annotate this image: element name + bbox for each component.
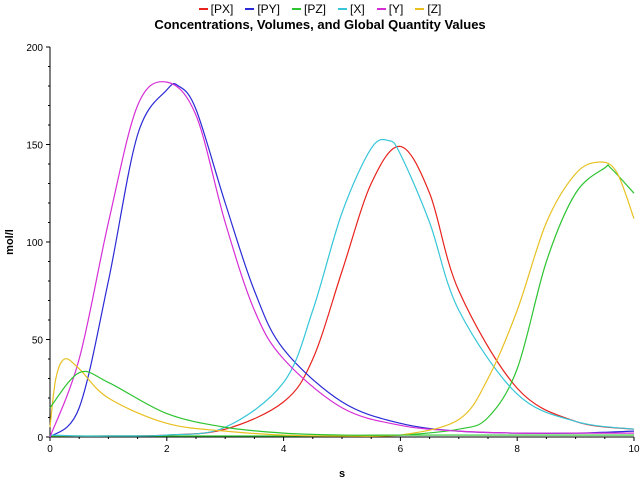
legend-swatch bbox=[292, 8, 301, 10]
legend-label: [PX] bbox=[210, 2, 234, 16]
chart-legend: [PX] [PY] [PZ] [X] [Y] [Z] bbox=[0, 1, 640, 17]
legend-item: [PX] bbox=[198, 1, 234, 17]
series-line bbox=[49, 138, 635, 437]
y-axis-label: mol/l bbox=[4, 229, 16, 255]
series-line bbox=[49, 370, 634, 436]
series-line bbox=[49, 161, 635, 437]
x-tick-label: 8 bbox=[514, 444, 520, 455]
legend-item: [Z] bbox=[415, 1, 441, 17]
legend-label: [PZ] bbox=[304, 2, 327, 16]
legend-item: [X] bbox=[338, 1, 365, 17]
series-line bbox=[49, 81, 634, 438]
legend-label: [PY] bbox=[257, 2, 280, 16]
legend-item: [Y] bbox=[376, 1, 404, 17]
chart-title: Concentrations, Volumes, and Global Quan… bbox=[154, 17, 486, 32]
legend-item: [PY] bbox=[245, 1, 280, 17]
legend-swatch bbox=[245, 8, 255, 10]
y-tick-label: 150 bbox=[26, 141, 43, 152]
x-tick-label: 10 bbox=[628, 444, 640, 455]
series-line bbox=[50, 164, 635, 437]
legend-label: [Y] bbox=[388, 2, 404, 16]
x-tick-label: 0 bbox=[47, 444, 53, 455]
x-axis-label: s bbox=[339, 468, 345, 480]
x-tick-label: 2 bbox=[164, 444, 170, 455]
series-line bbox=[49, 145, 635, 437]
x-tick-label: 6 bbox=[398, 444, 404, 455]
y-tick-label: 100 bbox=[26, 238, 43, 249]
y-tick-label: 200 bbox=[26, 43, 43, 54]
legend-label: [Z] bbox=[427, 2, 442, 16]
legend-swatch bbox=[338, 8, 348, 10]
x-tick-label: 4 bbox=[281, 444, 287, 455]
legend-swatch bbox=[415, 8, 425, 10]
legend-label: [X] bbox=[350, 2, 365, 16]
legend-swatch bbox=[198, 8, 208, 10]
y-tick-label: 0 bbox=[37, 433, 43, 444]
legend-item: [PZ] bbox=[292, 1, 326, 17]
legend-swatch bbox=[376, 8, 386, 10]
y-tick-label: 50 bbox=[32, 336, 44, 347]
